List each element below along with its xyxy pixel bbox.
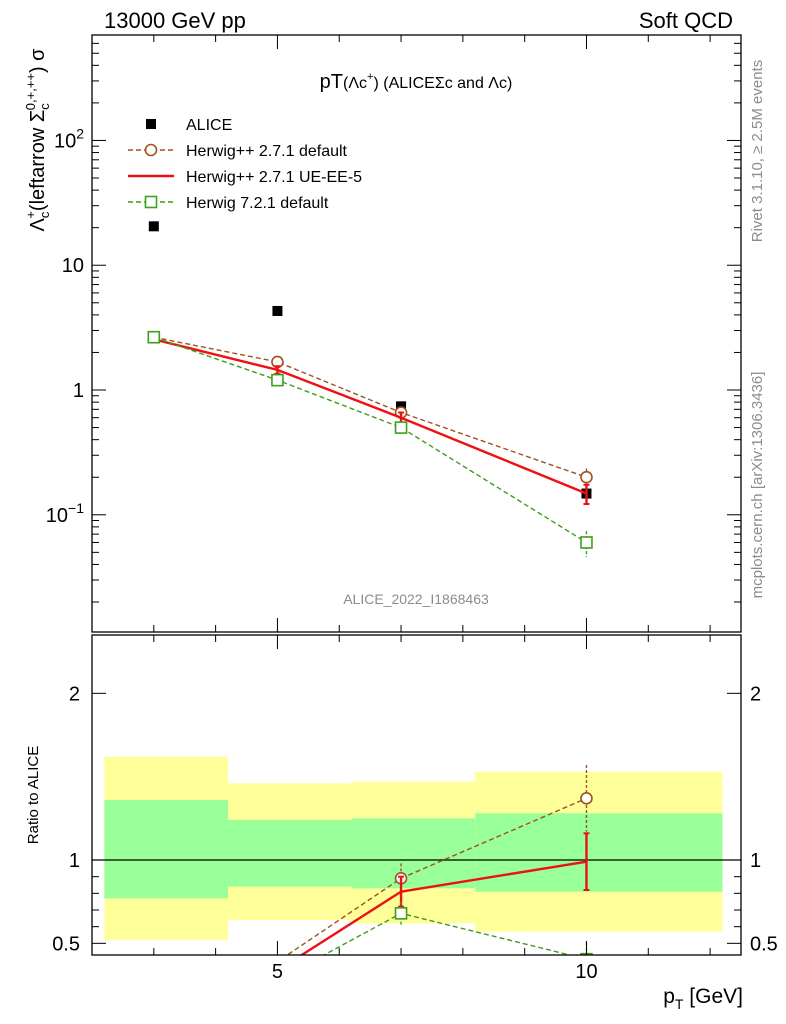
main-frame — [91, 34, 742, 633]
main-y-axis-label: Λc+(leftarrow Σc0,+,++) σ — [23, 48, 52, 232]
legend-label-0: ALICE — [186, 117, 232, 134]
ratio-y-tick-label-right: 0.5 — [750, 933, 778, 955]
ratio-series-2-point — [148, 1000, 159, 1011]
plot-title-paren: (Λc — [343, 75, 367, 92]
header-left-label: 13000 GeV pp — [104, 8, 246, 33]
x-tick-label: 10 — [575, 961, 597, 983]
main-plot-area — [147, 221, 593, 557]
ratio-plot-area — [92, 765, 741, 1011]
ratio-series-2-point — [394, 907, 408, 920]
ratio-y-tick-label-left: 2 — [69, 683, 80, 705]
plot-title-rest: ) (ALICEΣc and Λc) — [373, 75, 512, 92]
main-series-0-point — [272, 305, 283, 316]
main-y-tick-label: 102 — [54, 125, 84, 152]
plot-title-sup: + — [367, 71, 373, 83]
main-y-tick-label: 10 — [62, 255, 84, 277]
legend-label-1: Herwig++ 2.7.1 default — [186, 143, 348, 160]
main-series-3-point — [580, 536, 593, 549]
ratio-uncertainty-bands — [104, 756, 723, 940]
x-tick-label: 5 — [272, 961, 283, 983]
x-axis-label: pT [GeV] — [663, 985, 743, 1012]
main-series-3-point — [147, 330, 161, 344]
ratio-series-0-point — [148, 1000, 159, 1011]
main-y-tick-label: 10−1 — [46, 500, 84, 527]
main-series-1-line — [153, 336, 587, 478]
main-series-2-line — [153, 338, 587, 495]
ratio-y-tick-label-right: 2 — [750, 683, 761, 705]
ratio-series-2-line — [322, 912, 573, 955]
header-right-label: Soft QCD — [639, 8, 733, 33]
ratio-y-tick-label-left: 0.5 — [52, 933, 80, 955]
main-y-tick-label: 1 — [73, 380, 84, 402]
legend: ALICE Herwig++ 2.7.1 default Herwig++ 2.7.… — [128, 117, 362, 212]
legend-marker-0 — [146, 119, 156, 129]
plot-title-main: pT — [320, 71, 343, 93]
legend-label-2: Herwig++ 2.7.1 UE-EE-5 — [186, 169, 362, 186]
legend-marker-1 — [144, 143, 158, 157]
ratio-y-tick-label-right: 1 — [750, 850, 761, 872]
main-series-1-point — [580, 470, 593, 484]
ratio-series-0-point — [580, 792, 593, 805]
main-axis-ticks: 102 10 1 10−1 — [46, 34, 741, 632]
rivet-version-label: Rivet 3.1.10, ≥ 2.5M events — [749, 60, 766, 243]
ratio-band-green-2 — [351, 818, 476, 889]
mcplots-source-label: mcplots.cern.ch [arXiv:1306.3436] — [749, 372, 766, 599]
legend-label-3: Herwig 7.2.1 default — [186, 195, 329, 212]
main-series-3-line — [153, 336, 587, 544]
ratio-frame — [91, 634, 742, 956]
ratio-y-axis-label: Ratio to ALICE — [25, 746, 42, 844]
main-series-3-point — [394, 421, 408, 434]
analysis-id-watermark: ALICE_2022_I1868463 — [343, 591, 489, 607]
main-series-3-point — [271, 373, 284, 387]
ratio-series-1-line — [299, 860, 587, 955]
ratio-band-green-0 — [104, 800, 228, 899]
legend-marker-3 — [144, 195, 158, 209]
main-series-0-point — [148, 221, 159, 232]
ratio-band-green-3 — [475, 813, 723, 892]
ratio-band-green-1 — [227, 820, 352, 887]
plot-title: pT(Λc+) (ALICEΣc and Λc) — [320, 71, 513, 93]
ratio-y-tick-label-left: 1 — [69, 850, 80, 872]
ratio-axis-ticks: 2 2 1 1 0.5 0.5 5 10 — [52, 635, 778, 983]
